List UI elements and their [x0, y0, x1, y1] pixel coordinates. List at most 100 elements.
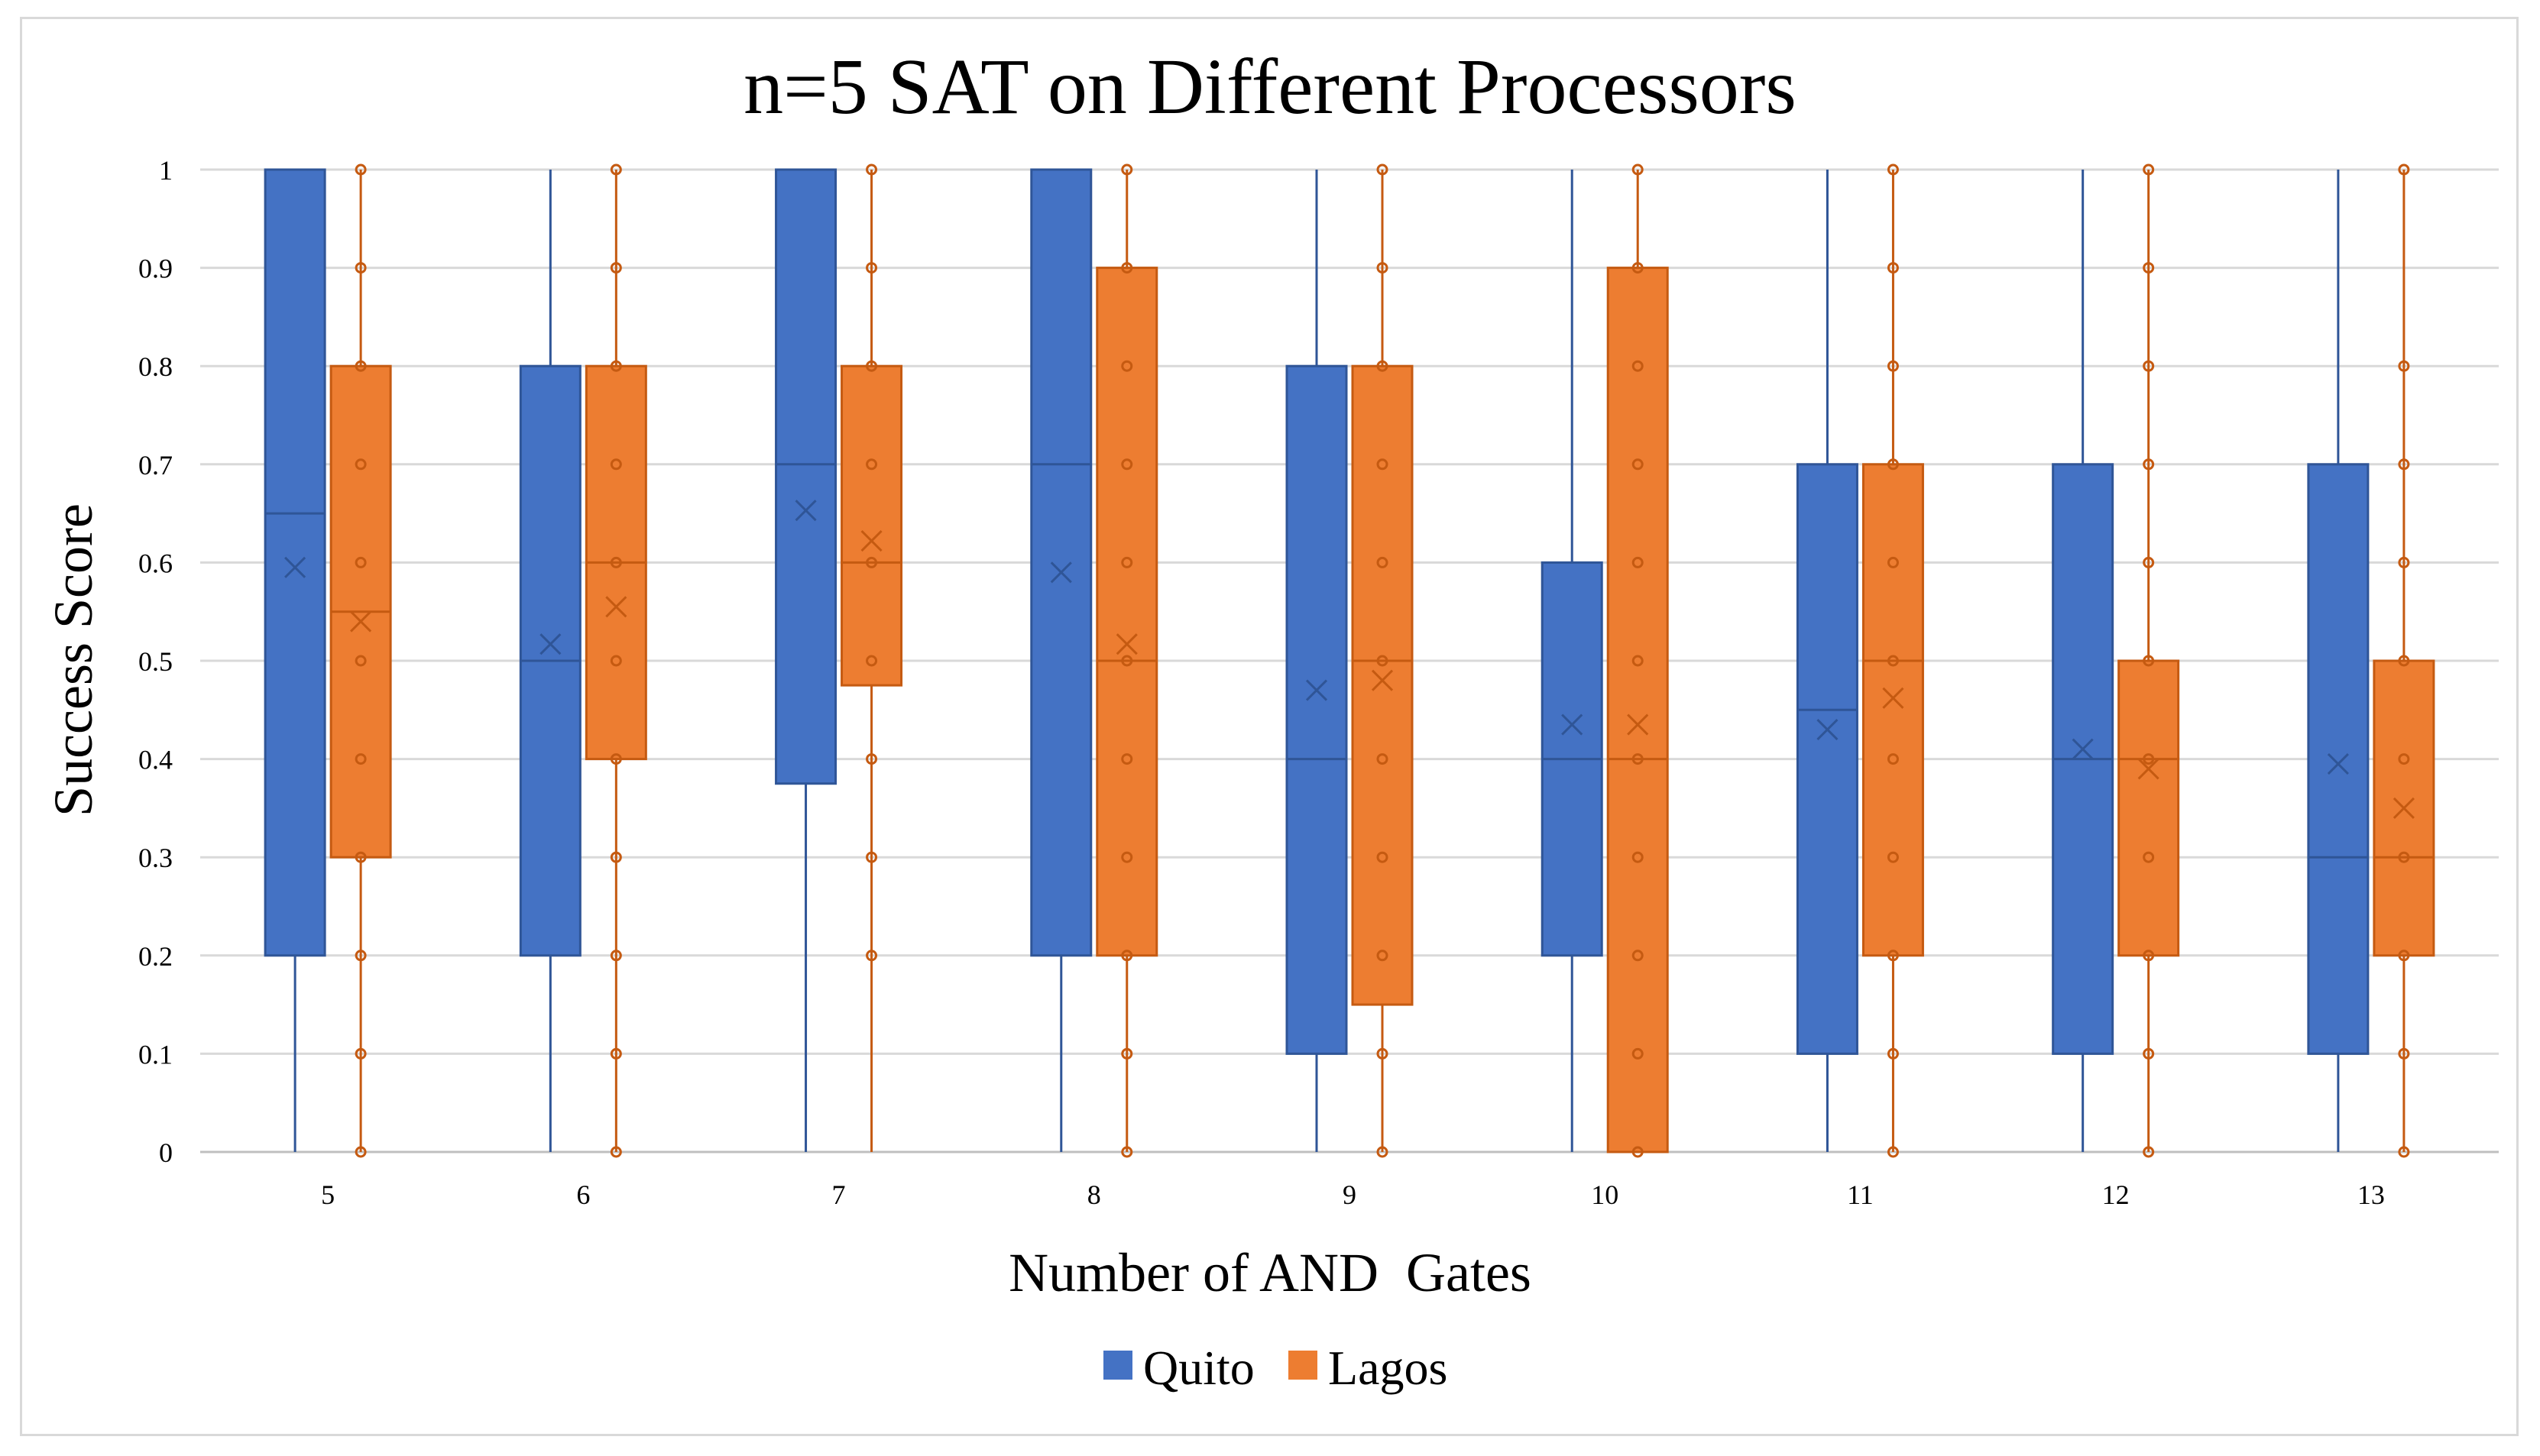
quito-box [2307, 463, 2370, 1055]
mean-marker-stroke [2393, 797, 2415, 819]
mean-marker-stroke [1305, 679, 1328, 701]
quito-mean-marker [1050, 561, 1072, 584]
lagos-data-point [1887, 1146, 1899, 1158]
lagos-data-point [355, 655, 367, 667]
mean-marker-stroke [795, 500, 817, 522]
mean-marker-stroke [1050, 561, 1072, 584]
mean-marker-stroke [2137, 758, 2159, 780]
lagos-data-point [1887, 950, 1899, 962]
lagos-data-point [355, 753, 367, 765]
quito-box [1030, 168, 1093, 957]
lagos-data-point [355, 556, 367, 568]
legend-swatch-lagos [1288, 1351, 1317, 1380]
lagos-data-point [1631, 262, 1644, 274]
lagos-data-point [2398, 360, 2410, 372]
quito-mean-marker [1305, 679, 1328, 701]
lagos-data-point [610, 753, 622, 765]
mean-marker-stroke [539, 633, 562, 655]
quito-mean-marker [539, 633, 562, 655]
y-tick-label: 1 [159, 155, 173, 186]
quito-mean-marker [1561, 713, 1583, 736]
quito-mean-marker [2327, 752, 2349, 775]
quito-mean-marker [1816, 718, 1839, 741]
y-axis-label: Success Score [43, 503, 104, 817]
x-tick-label: 13 [2357, 1179, 2385, 1210]
y-tick-label: 0.3 [138, 843, 173, 873]
lagos-mean-marker [2137, 758, 2159, 780]
lagos-data-point [355, 360, 367, 372]
lagos-data-point [1376, 1146, 1388, 1158]
lagos-data-point [2143, 163, 2155, 176]
lagos-data-point [610, 262, 622, 274]
lagos-data-point [866, 655, 878, 667]
mean-marker-stroke [1371, 669, 1394, 691]
y-tick-label: 0.7 [138, 450, 173, 480]
lagos-data-point [1376, 753, 1388, 765]
legend-label-quito: Quito [1143, 1341, 1255, 1395]
lagos-box [1861, 463, 1924, 957]
lagos-data-point [355, 262, 367, 274]
lagos-data-point [610, 556, 622, 568]
box-series [264, 163, 2435, 1158]
quito-box [264, 168, 326, 957]
quito-box [775, 168, 837, 785]
y-tick-labels: 0 0.1 0.2 0.3 0.4 0.5 0.6 0.7 0.8 0.9 1 [138, 155, 173, 1168]
lagos-data-point [866, 753, 878, 765]
lagos-data-point [2398, 1047, 2410, 1060]
lagos-data-point [1121, 1047, 1133, 1060]
lagos-data-point [1631, 556, 1644, 568]
lagos-mean-marker [1882, 687, 1904, 709]
x-tick-label: 10 [1591, 1179, 1618, 1210]
mean-marker-stroke [1816, 718, 1839, 741]
lagos-box [1606, 267, 1669, 1153]
gridlines [200, 168, 2499, 1153]
lagos-data-point [1631, 753, 1644, 765]
x-tick-label: 11 [1847, 1179, 1874, 1210]
lagos-mean-marker [1116, 633, 1138, 655]
lagos-mean-marker [860, 530, 883, 552]
lagos-data-point [1376, 655, 1388, 667]
lagos-data-point [2398, 950, 2410, 962]
lagos-data-point [2143, 1146, 2155, 1158]
lagos-data-point [1631, 851, 1644, 863]
lagos-data-point [610, 458, 622, 471]
lagos-data-point [1121, 556, 1133, 568]
lagos-data-point [355, 163, 367, 176]
lagos-data-point [866, 163, 878, 176]
lagos-data-point [2398, 851, 2410, 863]
lagos-data-point [355, 950, 367, 962]
mean-marker-stroke [2327, 752, 2349, 775]
lagos-data-point [1121, 163, 1133, 176]
lagos-box [841, 364, 903, 687]
quito-box [1796, 463, 1858, 1055]
lagos-mean-marker [605, 596, 627, 618]
lagos-data-point [610, 1146, 622, 1158]
lagos-mean-marker [350, 610, 372, 633]
lagos-data-point [2143, 950, 2155, 962]
mean-marker-stroke [1561, 713, 1583, 736]
lagos-data-point [1631, 1146, 1644, 1158]
lagos-data-point [1887, 556, 1899, 568]
lagos-data-point [2398, 458, 2410, 471]
lagos-data-point [1887, 1047, 1899, 1060]
lagos-data-point [1631, 655, 1644, 667]
lagos-data-point [1376, 1047, 1388, 1060]
lagos-mean-marker [1627, 713, 1649, 736]
lagos-box [2117, 659, 2180, 957]
y-tick-label: 0.5 [138, 646, 173, 677]
y-tick-label: 0.4 [138, 745, 173, 775]
chart-title: n=5 SAT on Different Processors [744, 43, 1796, 131]
lagos-data-point [2143, 753, 2155, 765]
mean-marker-stroke [284, 556, 306, 578]
x-tick-label: 5 [321, 1179, 335, 1210]
quito-mean-marker [2072, 738, 2094, 760]
lagos-data-point [355, 851, 367, 863]
mean-marker-stroke [1116, 633, 1138, 655]
lagos-data-point [355, 1047, 367, 1060]
mean-marker-stroke [2072, 738, 2094, 760]
quito-box [1285, 364, 1348, 1055]
lagos-data-point [2143, 458, 2155, 471]
lagos-data-point [1376, 163, 1388, 176]
lagos-data-point [610, 851, 622, 863]
lagos-data-point [1376, 262, 1388, 274]
